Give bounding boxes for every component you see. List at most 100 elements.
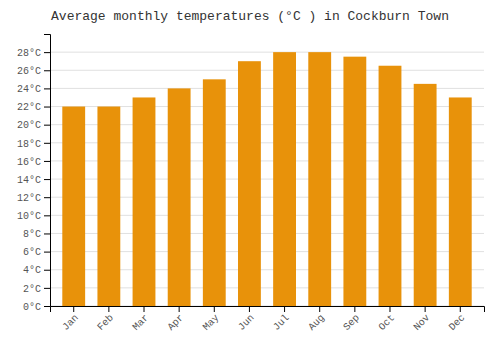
tick: 18°C bbox=[17, 139, 50, 150]
tick-label: May bbox=[201, 312, 222, 333]
tick: Nov bbox=[412, 306, 433, 333]
bar bbox=[414, 84, 437, 306]
tick: Dec bbox=[447, 306, 468, 333]
tick: 26°C bbox=[17, 66, 50, 77]
tick: 20°C bbox=[17, 120, 50, 131]
tick-label: Jul bbox=[271, 312, 292, 333]
tick-label: 18°C bbox=[17, 139, 41, 150]
grid-line bbox=[50, 52, 484, 53]
tick-mark bbox=[319, 306, 320, 312]
bar bbox=[238, 61, 261, 306]
tick-label: Aug bbox=[306, 312, 327, 333]
axis-line bbox=[51, 307, 485, 313]
tick-label: 12°C bbox=[17, 193, 41, 204]
tick-mark bbox=[44, 70, 50, 71]
tick-label: Jan bbox=[60, 312, 81, 333]
tick: 24°C bbox=[17, 84, 50, 95]
title: Average monthly temperatures (°C ) in Co… bbox=[51, 9, 449, 24]
chart: Average monthly temperatures (°C ) in Co… bbox=[0, 0, 500, 350]
tick-label: 14°C bbox=[17, 175, 41, 186]
tick-mark bbox=[44, 270, 50, 271]
tick-mark bbox=[44, 88, 50, 89]
tick-mark bbox=[44, 161, 50, 162]
tick-label: Sep bbox=[341, 312, 362, 333]
y-axis: 0°C 2°C 4°C 6°C 8°C 10°C 12°C 14°C 16°C 18°C 20°C 2… bbox=[17, 35, 51, 313]
tick: 6°C bbox=[23, 247, 50, 258]
tick-label: 0°C bbox=[23, 302, 41, 313]
bar bbox=[308, 52, 331, 306]
bar bbox=[168, 88, 191, 306]
tick-mark bbox=[44, 197, 50, 198]
tick-mark bbox=[460, 306, 461, 312]
x-axis: JanFebMarAprMayJunJulAugSepOctNovDec bbox=[51, 306, 485, 333]
tick-label: 10°C bbox=[17, 211, 41, 222]
tick: 10°C bbox=[17, 211, 50, 222]
tick-label: 8°C bbox=[23, 229, 41, 240]
tick: 22°C bbox=[17, 102, 50, 113]
tick-mark bbox=[44, 179, 50, 180]
tick-mark bbox=[425, 306, 426, 312]
tick-mark bbox=[44, 52, 50, 53]
tick-label: 20°C bbox=[17, 120, 41, 131]
tick-label: Mar bbox=[131, 312, 152, 333]
tick-label: Oct bbox=[377, 312, 398, 333]
tick-label: 6°C bbox=[23, 247, 41, 258]
bars bbox=[62, 52, 471, 306]
plot: 0°C 2°C 4°C 6°C 8°C 10°C 12°C 14°C 16°C 18°C 20°C 2… bbox=[17, 35, 485, 333]
tick: Jan bbox=[60, 306, 81, 333]
bar bbox=[133, 97, 156, 306]
tick-mark bbox=[44, 125, 50, 126]
tick-mark bbox=[354, 306, 355, 312]
tick-mark bbox=[214, 306, 215, 312]
tick-label: Dec bbox=[447, 312, 468, 333]
tick-label: Jun bbox=[236, 312, 257, 333]
tick-mark bbox=[108, 306, 109, 312]
tick: Jun bbox=[236, 306, 257, 333]
tick-label: 24°C bbox=[17, 84, 41, 95]
tick: 14°C bbox=[17, 175, 50, 186]
tick-mark bbox=[179, 306, 180, 312]
bar bbox=[97, 107, 120, 306]
tick-mark bbox=[389, 306, 390, 312]
tick-label: 4°C bbox=[23, 265, 41, 276]
bar bbox=[62, 107, 85, 306]
tick-mark bbox=[44, 215, 50, 216]
tick-label: 16°C bbox=[17, 157, 41, 168]
tick: May bbox=[201, 306, 222, 333]
tick: 28°C bbox=[17, 48, 50, 59]
tick-mark bbox=[44, 233, 50, 234]
tick: Oct bbox=[377, 306, 398, 333]
tick: 12°C bbox=[17, 193, 50, 204]
bar bbox=[203, 79, 226, 306]
tick-label: Nov bbox=[412, 312, 433, 333]
tick-mark bbox=[249, 306, 250, 312]
tick-mark bbox=[44, 143, 50, 144]
bar bbox=[379, 66, 402, 306]
tick-mark bbox=[44, 252, 50, 253]
bar bbox=[273, 52, 296, 306]
tick-label: Apr bbox=[166, 312, 187, 333]
tick: 16°C bbox=[17, 157, 50, 168]
tick-label: 22°C bbox=[17, 102, 41, 113]
tick: Sep bbox=[341, 306, 362, 333]
tick: Jul bbox=[271, 306, 292, 333]
tick: Apr bbox=[166, 306, 187, 333]
tick-label: 2°C bbox=[23, 284, 41, 295]
tick: 2°C bbox=[23, 284, 50, 295]
tick-mark bbox=[73, 306, 74, 312]
tick-mark bbox=[44, 288, 50, 289]
bar bbox=[449, 97, 472, 306]
tick-mark bbox=[44, 306, 50, 307]
tick: Mar bbox=[131, 306, 152, 333]
tick: Aug bbox=[306, 306, 327, 333]
tick-mark bbox=[44, 107, 50, 108]
tick: 8°C bbox=[23, 229, 50, 240]
grid bbox=[50, 52, 484, 306]
axis-line bbox=[44, 35, 51, 307]
tick-mark bbox=[284, 306, 285, 312]
grid-line bbox=[50, 70, 484, 71]
tick-mark bbox=[144, 306, 145, 312]
tick: 4°C bbox=[23, 265, 50, 276]
tick-label: 26°C bbox=[17, 66, 41, 77]
tick: 0°C bbox=[23, 302, 50, 313]
